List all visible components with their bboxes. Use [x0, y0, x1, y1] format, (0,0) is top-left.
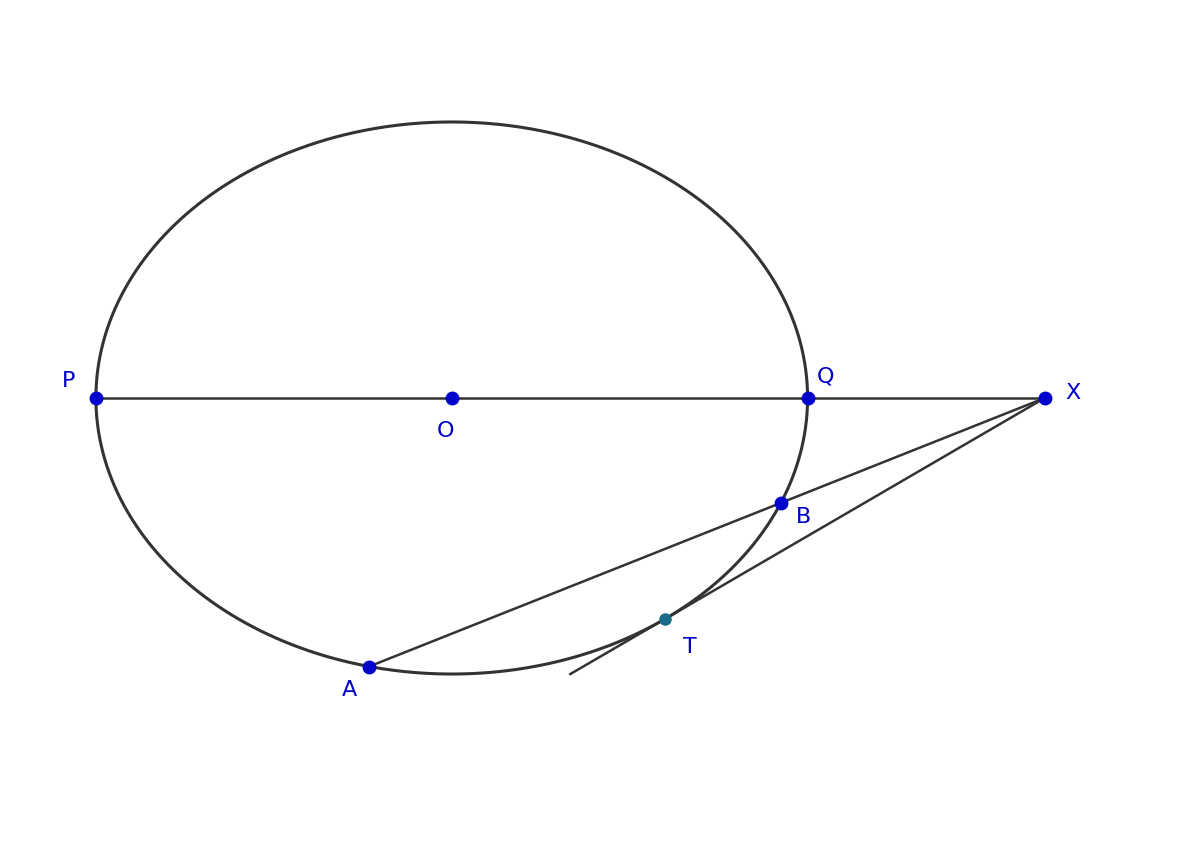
- Text: B: B: [796, 508, 811, 527]
- Text: O: O: [437, 421, 455, 441]
- Text: P: P: [61, 371, 76, 391]
- Text: A: A: [342, 680, 358, 701]
- Text: T: T: [683, 637, 697, 658]
- Text: Q: Q: [816, 366, 834, 386]
- Text: X: X: [1066, 383, 1081, 403]
